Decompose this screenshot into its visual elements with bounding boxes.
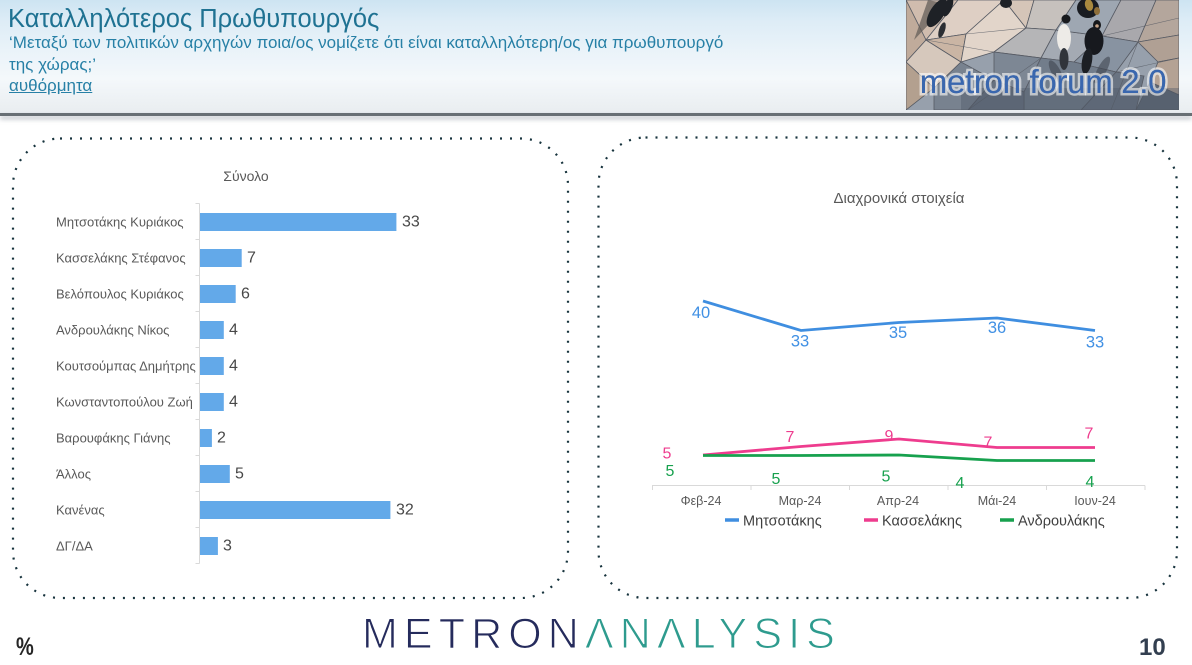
svg-text:7: 7	[786, 429, 795, 446]
svg-text:4: 4	[229, 322, 238, 339]
svg-text:7: 7	[984, 435, 993, 452]
svg-text:Κουτσούμπας Δημήτρης: Κουτσούμπας Δημήτρης	[56, 359, 196, 374]
svg-text:metron forum 2.0: metron forum 2.0	[920, 63, 1166, 100]
svg-text:36: 36	[988, 319, 1006, 337]
svg-text:33: 33	[402, 214, 420, 231]
svg-text:Κασσελάκης Στέφανος: Κασσελάκης Στέφανος	[56, 251, 186, 266]
svg-text:2: 2	[217, 430, 226, 447]
svg-text:5: 5	[235, 466, 244, 483]
svg-text:7: 7	[247, 250, 256, 267]
svg-text:40: 40	[692, 304, 710, 322]
svg-text:Μητσοτάκης: Μητσοτάκης	[743, 514, 822, 530]
svg-text:33: 33	[791, 333, 809, 351]
svg-text:3: 3	[223, 538, 232, 555]
svg-text:Κανένας: Κανένας	[56, 503, 105, 518]
svg-text:7: 7	[1085, 426, 1094, 443]
svg-text:Μαρ-24: Μαρ-24	[779, 494, 822, 508]
svg-text:Σύνολο: Σύνολο	[223, 168, 269, 184]
svg-text:9: 9	[885, 428, 894, 445]
svg-text:32: 32	[396, 502, 414, 519]
svg-text:35: 35	[889, 324, 907, 342]
svg-text:4: 4	[229, 358, 238, 375]
svg-text:5: 5	[772, 471, 781, 488]
svg-text:4: 4	[1086, 474, 1095, 491]
svg-text:33: 33	[1086, 334, 1104, 352]
svg-text:Ανδρουλάκης Νίκος: Ανδρουλάκης Νίκος	[56, 323, 169, 338]
svg-text:5: 5	[666, 463, 675, 480]
svg-text:Βαρουφάκης Γιάνης: Βαρουφάκης Γιάνης	[56, 431, 170, 446]
svg-text:Κασσελάκης: Κασσελάκης	[882, 514, 962, 530]
svg-text:4: 4	[229, 394, 238, 411]
svg-text:Άλλος: Άλλος	[56, 467, 91, 482]
svg-text:Μάι-24: Μάι-24	[978, 494, 1017, 508]
svg-text:5: 5	[882, 469, 891, 486]
svg-text:Φεβ-24: Φεβ-24	[681, 494, 722, 508]
svg-text:Κωνσταντοπούλου Ζωή: Κωνσταντοπούλου Ζωή	[56, 395, 193, 410]
svg-text:Ανδρουλάκης: Ανδρουλάκης	[1018, 514, 1105, 530]
svg-text:Μητσοτάκης Κυριάκος: Μητσοτάκης Κυριάκος	[56, 215, 184, 230]
svg-text:ΔΓ/ΔΑ: ΔΓ/ΔΑ	[56, 539, 93, 554]
svg-text:5: 5	[663, 446, 672, 463]
svg-text:Βελόπουλος Κυριάκος: Βελόπουλος Κυριάκος	[56, 287, 184, 302]
svg-text:Απρ-24: Απρ-24	[877, 494, 919, 508]
svg-text:6: 6	[241, 286, 250, 303]
svg-text:Ιουν-24: Ιουν-24	[1074, 494, 1116, 508]
svg-text:metron forum 2.0: metron forum 2.0	[920, 63, 1166, 100]
svg-text:Διαχρονικά στοιχεία: Διαχρονικά στοιχεία	[834, 190, 965, 207]
svg-text:4: 4	[956, 475, 965, 492]
